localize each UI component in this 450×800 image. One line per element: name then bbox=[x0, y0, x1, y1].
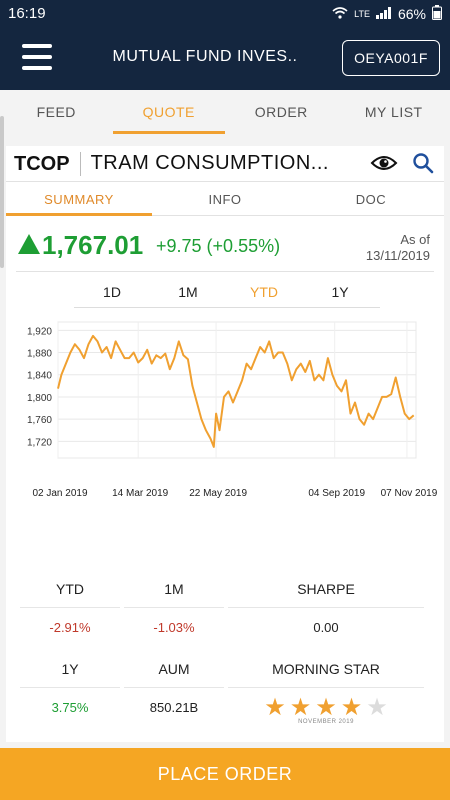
quote-subtabs: SUMMARY INFO DOC bbox=[6, 182, 444, 216]
stat-aum-value: 850.21B bbox=[149, 700, 199, 715]
stat-morningstar-label: MORNING STAR bbox=[228, 650, 424, 688]
stat-aum: AUM 850.21B bbox=[124, 650, 224, 728]
stat-1m-label: 1M bbox=[124, 570, 224, 608]
signal-icon bbox=[375, 6, 392, 22]
chart-frame bbox=[57, 321, 417, 459]
battery-level: 66% bbox=[397, 6, 426, 22]
subtab-info[interactable]: INFO bbox=[208, 192, 242, 207]
fund-name[interactable]: TRAM CONSUMPTION... bbox=[90, 152, 329, 174]
stat-sharpe-label: SHARPE bbox=[228, 570, 424, 608]
star-icon: ★ bbox=[340, 694, 363, 721]
nav-price: 1,767.01 bbox=[42, 230, 144, 260]
status-bar: 16:19 LTE 66% bbox=[0, 0, 450, 28]
stat-1m: 1M -1.03% bbox=[124, 570, 224, 648]
subtab-doc[interactable]: DOC bbox=[355, 192, 387, 207]
x-tick-label: 22 May 2019 bbox=[189, 488, 247, 499]
tab-quote[interactable]: QUOTE bbox=[112, 90, 226, 136]
battery-icon bbox=[432, 5, 442, 23]
y-tick-label: 1,720 bbox=[27, 437, 52, 448]
stat-aum-label: AUM bbox=[124, 650, 224, 688]
star-icon: ★ bbox=[289, 694, 312, 721]
as-of-value: 13/11/2019 bbox=[365, 248, 430, 263]
fund-header: TCOP TRAM CONSUMPTION... bbox=[6, 146, 444, 182]
period-1m[interactable]: 1M bbox=[178, 284, 198, 300]
period-1d[interactable]: 1D bbox=[103, 284, 121, 300]
stat-sharpe-value: 0.00 bbox=[313, 620, 339, 635]
morningstar-date: NOVEMBER 2019 bbox=[298, 719, 354, 725]
up-arrow-icon bbox=[18, 234, 40, 254]
watch-eye-icon[interactable] bbox=[370, 152, 398, 179]
fund-ticker: TCOP bbox=[6, 151, 81, 176]
period-selector: 1D 1M YTD 1Y bbox=[74, 278, 380, 308]
star-icon: ★ bbox=[366, 694, 388, 721]
x-tick-label: 02 Jan 2019 bbox=[32, 488, 87, 499]
x-tick-label: 04 Sep 2019 bbox=[308, 488, 365, 499]
period-ytd[interactable]: YTD bbox=[250, 284, 278, 300]
stat-ytd-label: YTD bbox=[20, 570, 120, 608]
stat-ytd-value: -2.91% bbox=[49, 620, 91, 635]
stat-1y-label: 1Y bbox=[20, 650, 120, 688]
quote-card: TCOP TRAM CONSUMPTION... SUMMARY INFO DO… bbox=[6, 146, 444, 742]
network-type: LTE bbox=[354, 9, 370, 19]
price-row: 1,767.01 +9.75 (+0.55%) As of 13/11/2019 bbox=[6, 216, 444, 272]
app-title: MUTUAL FUND INVES.. bbox=[112, 48, 298, 65]
morningstar-rating: ★ ★ ★ ★ ★ bbox=[228, 688, 424, 720]
status-icons: LTE 66% bbox=[332, 5, 442, 23]
search-icon[interactable] bbox=[412, 152, 434, 179]
stat-1m-value: -1.03% bbox=[153, 620, 195, 635]
price-chart: 1,920 1,880 1,840 1,800 1,760 1,720 02 Jan 201… bbox=[27, 321, 438, 499]
edge-panel-handle[interactable] bbox=[0, 116, 4, 268]
as-of-label: As of bbox=[400, 232, 430, 247]
y-tick-label: 1,840 bbox=[27, 371, 52, 382]
tab-order[interactable]: ORDER bbox=[254, 104, 308, 120]
y-tick-label: 1,880 bbox=[27, 349, 52, 360]
y-tick-label: 1,760 bbox=[27, 415, 52, 426]
period-1y[interactable]: 1Y bbox=[331, 284, 349, 300]
stat-ytd: YTD -2.91% bbox=[20, 570, 120, 648]
main-tabs: FEED QUOTE ORDER MY LIST bbox=[0, 90, 450, 136]
y-tick-label: 1,920 bbox=[27, 326, 52, 337]
as-of-date: As of 13/11/2019 bbox=[366, 232, 430, 264]
star-icon: ★ bbox=[315, 694, 337, 721]
place-order-button[interactable]: PLACE ORDER bbox=[0, 748, 450, 800]
stat-1y: 1Y 3.75% bbox=[20, 650, 120, 728]
series-line bbox=[57, 334, 415, 448]
x-tick-label: 14 Mar 2019 bbox=[112, 488, 169, 499]
status-time: 16:19 bbox=[8, 5, 46, 22]
subtab-summary[interactable]: SUMMARY bbox=[6, 182, 152, 216]
price-change: +9.75 (+0.55%) bbox=[156, 236, 281, 256]
stat-1y-value: 3.75% bbox=[51, 700, 89, 715]
wifi-icon bbox=[332, 6, 348, 22]
app-header: MUTUAL FUND INVES.. OEYA001F bbox=[0, 28, 450, 90]
tab-feed[interactable]: FEED bbox=[36, 104, 76, 120]
account-button[interactable]: OEYA001F bbox=[342, 40, 440, 76]
star-icon: ★ bbox=[264, 694, 286, 721]
x-tick-label: 07 Nov 2019 bbox=[381, 488, 438, 499]
y-tick-label: 1,800 bbox=[27, 393, 52, 404]
stat-morningstar: MORNING STAR ★ ★ ★ ★ ★ NOVEMBER 2019 bbox=[228, 650, 424, 725]
tab-my-list[interactable]: MY LIST bbox=[364, 104, 423, 120]
stat-sharpe: SHARPE 0.00 bbox=[228, 570, 424, 648]
divider bbox=[16, 271, 434, 272]
menu-icon[interactable] bbox=[22, 44, 52, 70]
